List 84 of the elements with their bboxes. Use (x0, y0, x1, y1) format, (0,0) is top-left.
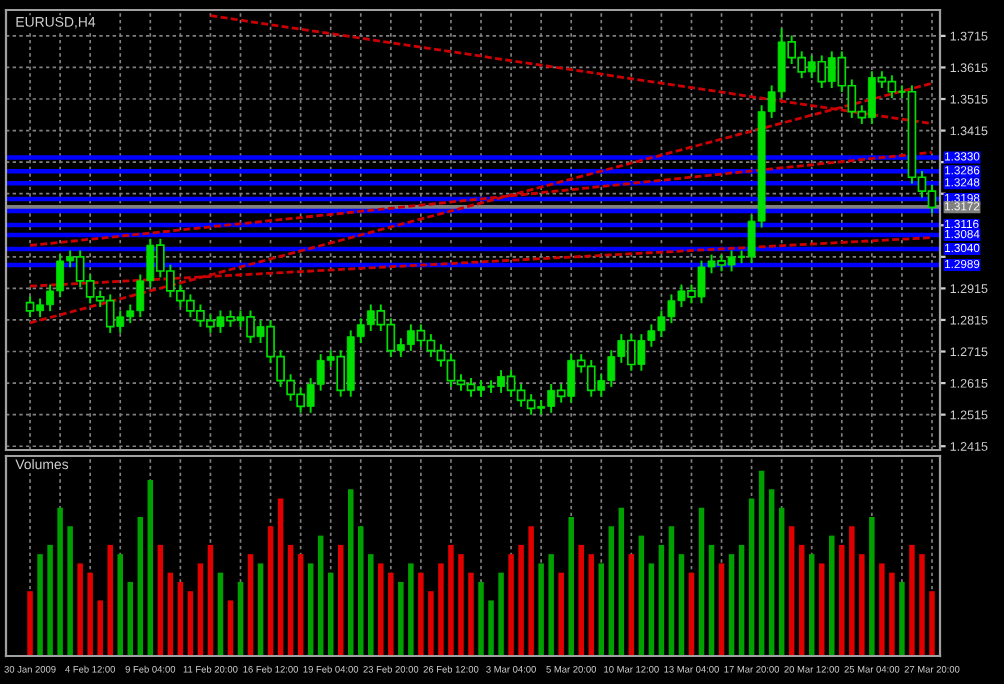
bar (277, 498, 284, 656)
bar (87, 572, 93, 656)
bar (728, 554, 735, 656)
bar (919, 554, 925, 656)
bar (227, 600, 234, 656)
bar (438, 563, 444, 656)
bar (157, 544, 164, 656)
bar (758, 470, 765, 656)
bar (899, 581, 905, 656)
bar (337, 544, 344, 656)
bar (808, 554, 815, 656)
bar (67, 526, 73, 656)
bar (708, 544, 715, 656)
bar (578, 544, 584, 656)
bar (879, 563, 885, 656)
bar (297, 554, 304, 656)
bar (247, 554, 254, 656)
bar (27, 591, 33, 656)
bar (598, 563, 605, 656)
bar (558, 572, 564, 656)
bar (408, 563, 414, 656)
bar (748, 498, 755, 656)
bar (418, 572, 424, 656)
bar (839, 544, 845, 656)
bar (488, 600, 494, 656)
bar (718, 563, 725, 656)
bar (37, 554, 43, 656)
bar (698, 507, 705, 656)
bar (77, 563, 83, 656)
bar (57, 507, 63, 656)
bar (498, 572, 504, 656)
bar (929, 591, 935, 656)
bar (458, 554, 464, 656)
bar (347, 489, 354, 656)
bar (528, 526, 534, 656)
bar (829, 535, 835, 656)
bar (307, 563, 314, 656)
bar (287, 544, 294, 656)
bar (909, 544, 915, 656)
bar (638, 535, 645, 656)
bar (778, 507, 785, 656)
bar (207, 544, 214, 656)
bar (107, 544, 113, 656)
bar (398, 581, 404, 656)
bar (257, 563, 264, 656)
bar (869, 517, 875, 656)
bar (849, 526, 855, 656)
bar (678, 554, 685, 656)
bar (668, 526, 675, 656)
bar (47, 544, 53, 656)
bar (788, 526, 795, 656)
bar (137, 517, 144, 656)
bar (187, 591, 194, 656)
bar (568, 517, 574, 656)
bar (538, 563, 544, 656)
bar (468, 572, 474, 656)
bar (317, 535, 324, 656)
bar (738, 544, 745, 656)
bar (508, 554, 514, 656)
bar (358, 526, 364, 656)
bar (768, 489, 775, 656)
bar (548, 554, 554, 656)
bar (518, 544, 524, 656)
bar (388, 572, 394, 656)
bar (448, 544, 454, 656)
bar (197, 563, 204, 656)
bar (658, 544, 665, 656)
bar (267, 526, 274, 656)
bar (618, 507, 625, 656)
bar (97, 600, 103, 656)
bar (378, 563, 384, 656)
bar (818, 563, 825, 656)
bar (859, 554, 865, 656)
bar (648, 563, 655, 656)
bar (798, 544, 805, 656)
bar (608, 526, 615, 656)
bar (368, 554, 374, 656)
bar (478, 581, 484, 656)
bar (588, 554, 595, 656)
bar (889, 572, 895, 656)
bar (628, 554, 635, 656)
bar (117, 554, 123, 656)
bar (428, 591, 434, 656)
bar (147, 480, 154, 656)
